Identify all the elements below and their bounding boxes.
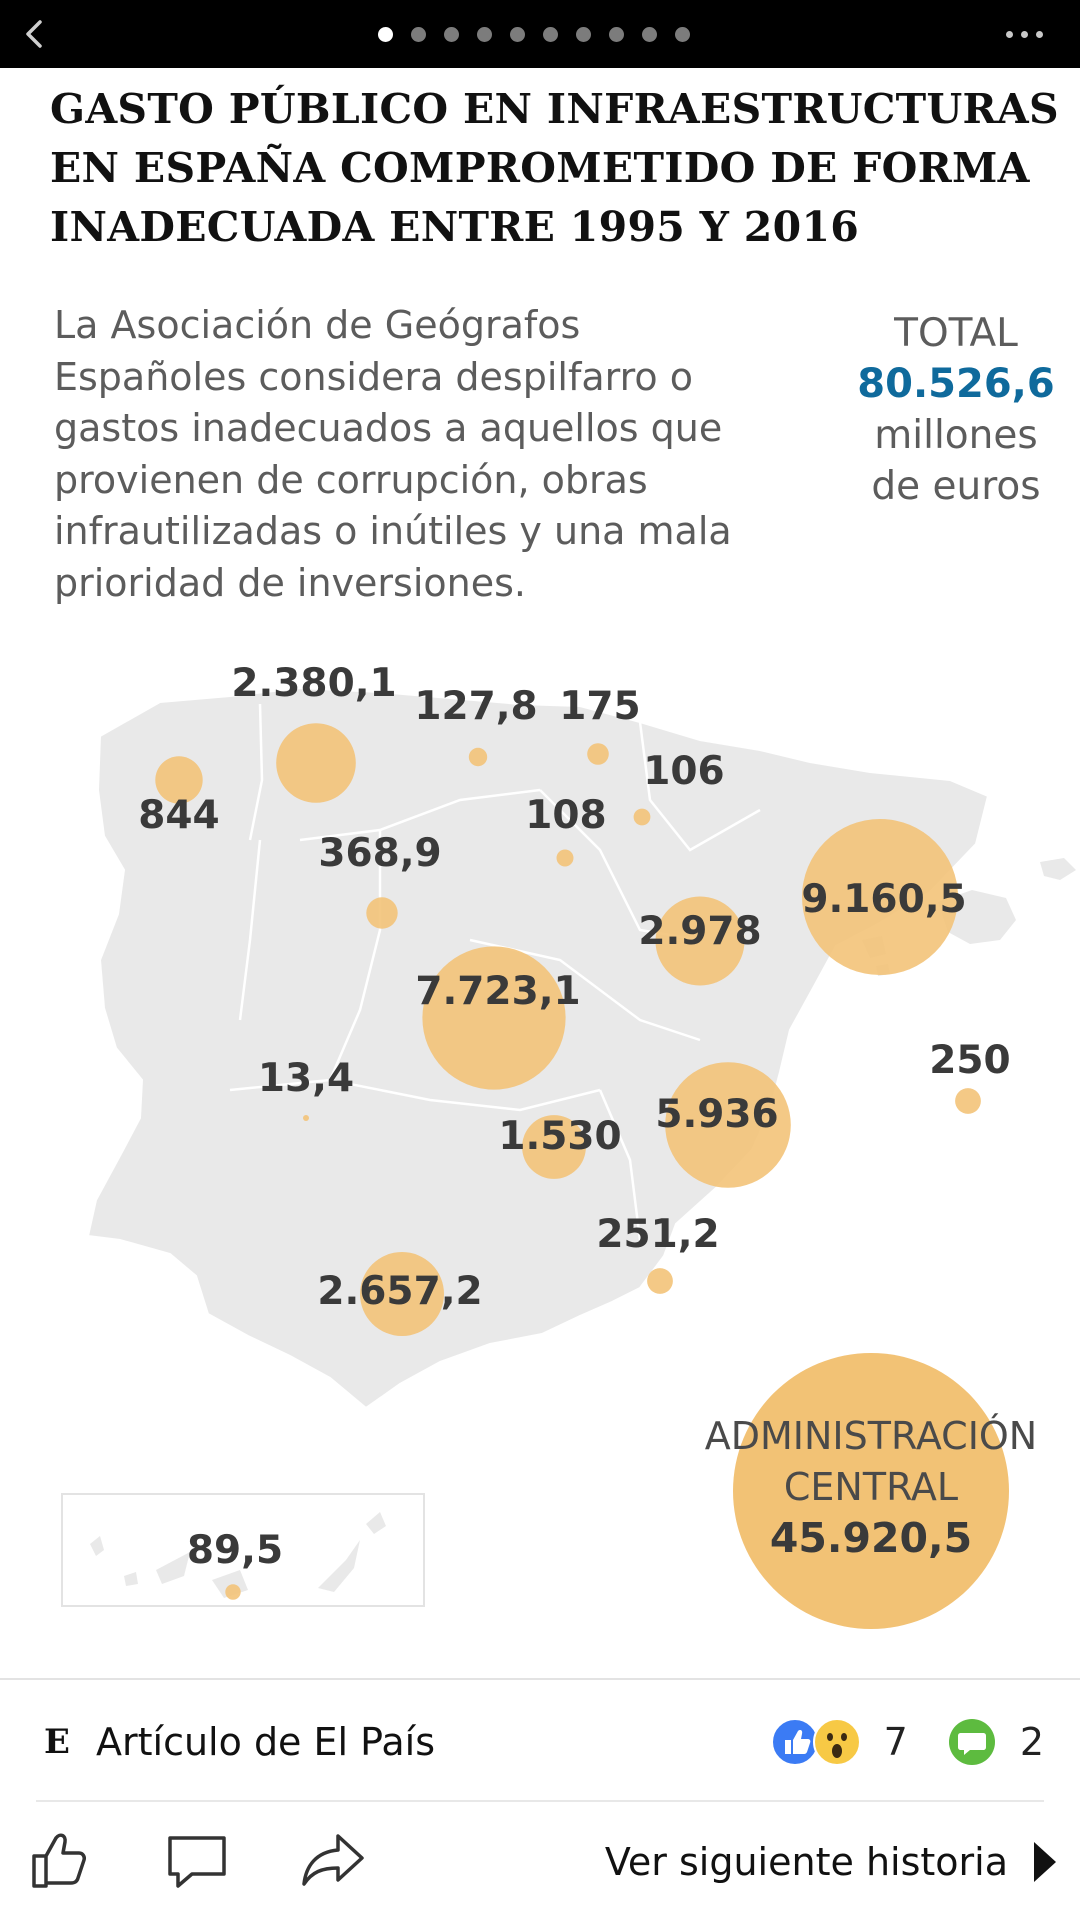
bubble-cataluna xyxy=(802,819,958,975)
next-story-label: Ver siguiente historia xyxy=(604,1840,1008,1884)
bubble-asturias xyxy=(276,723,356,803)
label-castilla-y-leon: 368,9 xyxy=(318,831,441,876)
comment-button[interactable] xyxy=(162,1826,232,1896)
like-icon xyxy=(770,1718,819,1766)
label-castilla-la-mancha: 1.530 xyxy=(498,1114,621,1159)
reaction-count: 7 xyxy=(883,1720,908,1764)
intro-line: prioridad de inversiones. xyxy=(54,560,526,605)
headline: GASTO PÚBLICO EN INFRAESTRUCTURAS EN ESP… xyxy=(50,80,1059,257)
label-galicia: 844 xyxy=(138,793,219,838)
bubble-baleares xyxy=(955,1088,981,1114)
headline-line: EN ESPAÑA COMPROMETIDO DE FORMA xyxy=(50,144,1030,192)
pager-dot[interactable] xyxy=(411,27,426,42)
bubble-cantabria xyxy=(468,747,488,767)
central-bubble xyxy=(733,1353,1009,1629)
total-unit: millones xyxy=(874,413,1038,458)
bubble-extremadura xyxy=(303,1115,309,1121)
el-pais-logo: E xyxy=(44,1722,70,1762)
bubble-galicia xyxy=(155,756,203,804)
canarias-shape xyxy=(124,1572,138,1586)
bubble-murcia xyxy=(647,1268,673,1294)
divider xyxy=(0,1678,1080,1680)
label-la-rioja: 108 xyxy=(525,793,606,838)
intro-text: La Asociación de Geógrafos Españoles con… xyxy=(54,300,794,609)
canarias-shape xyxy=(90,1536,104,1556)
intro-line: provienen de corrupción, obras xyxy=(54,457,648,502)
label-andalucia: 2.657,2 xyxy=(317,1269,482,1314)
central-value-label: 45.920,5 xyxy=(770,1514,972,1562)
canarias-shape xyxy=(366,1512,386,1534)
intro-line: La Asociación de Geógrafos xyxy=(54,303,581,347)
label-extremadura: 13,4 xyxy=(258,1056,354,1101)
pager-dot[interactable] xyxy=(543,27,558,42)
bubble-castilla-y-leon xyxy=(366,897,398,929)
bubble-pais-vasco xyxy=(587,743,609,765)
reaction-icons xyxy=(770,1717,862,1767)
comment-count: 2 xyxy=(1019,1720,1044,1764)
label-asturias: 2.380,1 xyxy=(231,661,396,706)
intro-line: infrautilizadas o inútiles y una mala xyxy=(54,509,732,553)
bubble-madrid xyxy=(422,946,566,1090)
label-murcia: 251,2 xyxy=(596,1212,719,1257)
central-label-line2: CENTRAL xyxy=(784,1465,958,1509)
like-button[interactable] xyxy=(26,1826,96,1896)
pager-dot[interactable] xyxy=(378,27,393,42)
play-arrow-icon xyxy=(1034,1842,1056,1882)
total-box: TOTAL 80.526,6 millones de euros xyxy=(840,308,1072,512)
headline-line: GASTO PÚBLICO EN INFRAESTRUCTURAS xyxy=(50,85,1059,133)
label-navarra: 106 xyxy=(643,749,724,794)
divider xyxy=(36,1800,1044,1802)
spain-map: 844 2.380,1 127,8 175 106 108 368,9 9.160,5 2.97… xyxy=(0,640,1080,1680)
label-cantabria: 127,8 xyxy=(414,684,537,729)
pager-dot[interactable] xyxy=(576,27,591,42)
next-story-button[interactable]: Ver siguiente historia xyxy=(605,1832,1056,1892)
total-label: TOTAL xyxy=(894,311,1018,356)
story-pager xyxy=(378,27,690,42)
canarias-inset xyxy=(61,1493,425,1607)
total-unit: de euros xyxy=(871,464,1041,509)
headline-line: INADECUADA ENTRE 1995 Y 2016 xyxy=(50,203,860,251)
chevron-left-icon[interactable] xyxy=(14,14,54,54)
bubble-canarias xyxy=(225,1584,241,1600)
pager-dot[interactable] xyxy=(675,27,690,42)
bubble-comunidad-valenciana xyxy=(665,1062,791,1188)
bubble-navarra xyxy=(633,808,651,826)
bubble-castilla-la-mancha xyxy=(522,1115,586,1179)
label-canarias: 89,5 xyxy=(187,1528,283,1573)
label-cataluna: 9.160,5 xyxy=(801,877,966,922)
top-bar xyxy=(0,0,1080,68)
action-bar: Ver siguiente historia xyxy=(0,1826,1080,1906)
source-link[interactable]: E Artículo de El País xyxy=(44,1712,435,1772)
label-pais-vasco: 175 xyxy=(559,684,640,729)
label-madrid: 7.723,1 xyxy=(415,969,580,1014)
wow-icon xyxy=(812,1718,861,1766)
reactions-summary[interactable]: 7 2 xyxy=(770,1712,1044,1772)
label-comunidad-valenciana: 5.936 xyxy=(655,1092,778,1137)
bubble-andalucia xyxy=(360,1252,444,1336)
label-aragon: 2.978 xyxy=(638,909,761,954)
pager-dot[interactable] xyxy=(444,27,459,42)
canarias-shape xyxy=(318,1540,360,1592)
bubble-la-rioja xyxy=(556,849,574,867)
comment-icon xyxy=(948,1719,995,1765)
bubble-layer xyxy=(155,723,981,1600)
label-baleares: 250 xyxy=(929,1038,1010,1083)
total-value: 80.526,6 xyxy=(857,361,1055,407)
pager-dot[interactable] xyxy=(609,27,624,42)
intro-line: gastos inadecuados a aquellos que xyxy=(54,406,723,450)
intro-line: Españoles considera despilfarro o xyxy=(54,354,693,399)
pager-dot[interactable] xyxy=(477,27,492,42)
pager-dot[interactable] xyxy=(642,27,657,42)
pager-dot[interactable] xyxy=(510,27,525,42)
source-text: Artículo de El País xyxy=(96,1720,436,1764)
more-horizontal-icon[interactable] xyxy=(1006,26,1054,42)
baleares-minor-shape xyxy=(1040,858,1076,880)
central-label-line1: ADMINISTRACIÓN xyxy=(705,1414,1037,1458)
share-button[interactable] xyxy=(298,1826,368,1896)
canarias-shape xyxy=(156,1552,190,1584)
bubble-aragon xyxy=(655,896,745,986)
